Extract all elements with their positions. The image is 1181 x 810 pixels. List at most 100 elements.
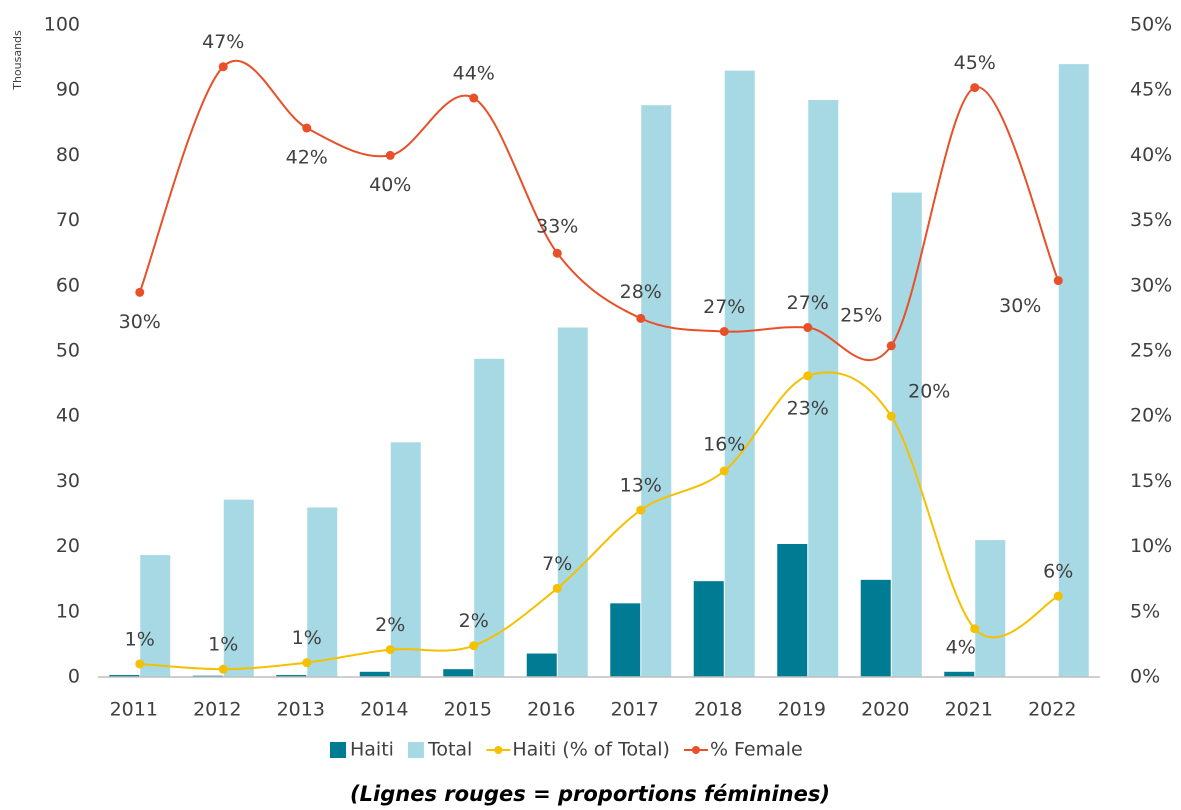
- legend-label: % Female: [710, 739, 803, 761]
- bar: [808, 99, 839, 678]
- legend-swatch: [407, 742, 424, 758]
- point: [552, 583, 562, 593]
- point: [636, 313, 646, 323]
- y-axis-label: Thousands: [11, 30, 24, 91]
- data-label: 1%: [292, 627, 322, 649]
- bar: [276, 675, 307, 677]
- data-label: 47%: [202, 31, 244, 53]
- bar: [557, 327, 588, 677]
- data-label: 6%: [1043, 561, 1073, 583]
- y-tick-label: 80: [56, 144, 80, 166]
- point: [636, 505, 646, 515]
- point: [385, 150, 395, 160]
- y-tick-label: 0: [68, 666, 80, 688]
- point: [385, 645, 395, 655]
- y-tick-label: 100: [44, 14, 80, 36]
- bar: [223, 499, 254, 677]
- point: [218, 664, 228, 674]
- data-label: 33%: [536, 216, 578, 238]
- y-tick-label: 30: [56, 470, 80, 492]
- y2-tick-label: 25%: [1130, 340, 1172, 362]
- y2-tick-label: 50%: [1130, 14, 1172, 36]
- y-tick-label: 40: [56, 405, 80, 427]
- y2-tick-label: 40%: [1130, 144, 1172, 166]
- bar: [610, 603, 641, 677]
- bar: [307, 507, 338, 677]
- data-label: 20%: [908, 381, 950, 403]
- data-label: 7%: [542, 553, 572, 575]
- y-tick-label: 90: [56, 79, 80, 101]
- legend-swatch: [330, 742, 346, 758]
- bar: [944, 671, 975, 677]
- data-label: 1%: [125, 628, 155, 650]
- bar: [390, 442, 421, 677]
- data-label: 2%: [375, 614, 405, 636]
- data-label: 28%: [620, 281, 662, 303]
- bar: [693, 581, 724, 677]
- y2-tick-label: 0%: [1130, 666, 1160, 688]
- bar: [443, 669, 474, 677]
- bar: [1058, 64, 1089, 678]
- bar: [860, 579, 891, 677]
- data-label: 16%: [703, 433, 745, 455]
- data-label: 1%: [208, 634, 238, 656]
- data-label: 42%: [286, 147, 328, 169]
- bar: [140, 555, 171, 677]
- data-label: 30%: [999, 295, 1041, 317]
- point: [1053, 591, 1063, 601]
- bar: [526, 653, 557, 677]
- point: [803, 323, 813, 333]
- y-tick-label: 20: [56, 535, 80, 557]
- point: [970, 624, 980, 634]
- bar: [641, 105, 672, 678]
- data-label: 27%: [703, 296, 745, 318]
- y2-tick-label: 15%: [1130, 470, 1172, 492]
- x-tick-label: 2018: [694, 699, 742, 721]
- legend-swatch: [494, 746, 503, 754]
- x-tick-label: 2020: [861, 699, 909, 721]
- data-label: 27%: [787, 292, 829, 314]
- y-tick-label: 70: [56, 209, 80, 231]
- x-tick-label: 2015: [444, 699, 492, 721]
- point: [469, 641, 479, 651]
- bar: [724, 70, 755, 677]
- legend-swatch: [691, 746, 700, 754]
- data-label: 44%: [453, 63, 495, 85]
- line: [138, 59, 1060, 362]
- data-label: 25%: [840, 304, 882, 326]
- data-label: 45%: [954, 52, 996, 74]
- point: [1053, 276, 1063, 286]
- caption: (Lignes rouges = proportions féminines): [350, 782, 830, 806]
- data-label: 30%: [119, 311, 161, 333]
- point: [469, 93, 479, 103]
- y-tick-label: 10: [56, 600, 80, 622]
- y2-tick-label: 30%: [1130, 274, 1172, 296]
- point: [302, 658, 312, 668]
- data-label: 4%: [946, 636, 976, 658]
- legend-label: Total: [427, 739, 472, 761]
- x-tick-label: 2012: [193, 699, 241, 721]
- x-tick-label: 2019: [778, 699, 826, 721]
- point: [970, 83, 980, 93]
- point: [135, 659, 145, 669]
- x-tick-label: 2016: [527, 699, 575, 721]
- point: [218, 62, 228, 72]
- point: [886, 411, 896, 421]
- y2-tick-label: 35%: [1130, 209, 1172, 231]
- y2-tick-label: 5%: [1130, 600, 1160, 622]
- y-tick-label: 50: [56, 340, 80, 362]
- bar: [777, 543, 808, 677]
- data-label: 13%: [620, 475, 662, 497]
- data-label: 40%: [369, 174, 411, 196]
- x-tick-label: 2022: [1028, 699, 1076, 721]
- point: [719, 326, 729, 336]
- bar: [474, 358, 505, 677]
- bar: [975, 540, 1006, 677]
- x-tick-label: 2011: [110, 699, 158, 721]
- point: [719, 466, 729, 476]
- point: [886, 341, 896, 351]
- y2-tick-label: 20%: [1130, 405, 1172, 427]
- bar: [109, 675, 140, 677]
- data-label: 2%: [459, 610, 489, 632]
